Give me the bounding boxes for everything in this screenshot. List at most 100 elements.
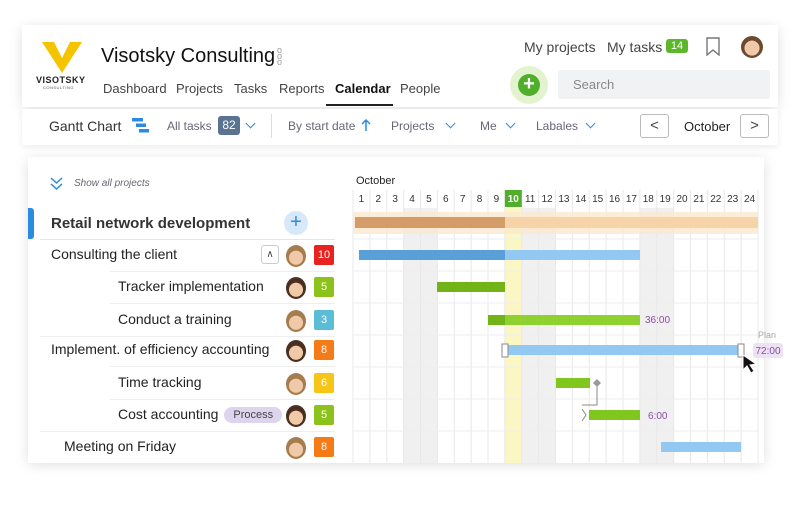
- assignee-avatar: [286, 373, 306, 395]
- my-tasks[interactable]: My tasks: [607, 39, 663, 55]
- logo-tagline: CONSULTING: [43, 85, 74, 90]
- nav-item[interactable]: Calendar: [335, 81, 391, 96]
- row-separator: [40, 239, 335, 240]
- filter-count: 82: [218, 116, 240, 135]
- day-label: 4: [409, 194, 415, 205]
- task-name: Meeting on Friday: [64, 438, 177, 454]
- assignee-avatar: [286, 405, 306, 427]
- task-name: Implement. of efficiency accounting: [51, 341, 270, 357]
- nav-item[interactable]: Projects: [176, 81, 223, 96]
- nav-underline: [326, 104, 393, 106]
- assignee-avatar: [286, 245, 306, 267]
- next-month[interactable]: >: [740, 114, 769, 138]
- toolbar: [22, 109, 778, 145]
- assignee-avatar: [286, 310, 306, 332]
- row-separator: [110, 303, 335, 304]
- project-bar-done: [355, 217, 505, 228]
- project-bar-rest: [505, 217, 758, 228]
- gantt-icon: [132, 118, 149, 133]
- duration-label: 72:00: [755, 346, 780, 357]
- show-all[interactable]: Show all projects: [74, 178, 150, 189]
- task-bar: [589, 410, 640, 420]
- day-label: 5: [426, 194, 432, 205]
- current-month: October: [684, 119, 731, 134]
- task-count: 3: [314, 310, 334, 330]
- task-bar: [488, 315, 505, 325]
- task-bar: [437, 282, 505, 292]
- projects-filter[interactable]: Projects: [391, 119, 435, 133]
- duration-label: 36:00: [645, 315, 670, 326]
- today-cell: [504, 190, 522, 207]
- day-label: 24: [744, 194, 756, 205]
- task-count: 8: [314, 340, 334, 360]
- day-label: 20: [677, 194, 689, 205]
- expand-icon[interactable]: [50, 177, 63, 191]
- task-count: 6: [314, 373, 334, 393]
- filter[interactable]: All tasks: [167, 119, 212, 133]
- task-bar: [556, 378, 590, 388]
- task-count: 8: [314, 437, 334, 457]
- task-bar: [661, 442, 741, 452]
- duration-label: 6:00: [648, 411, 668, 422]
- task-bar: [505, 315, 640, 325]
- row-separator: [40, 336, 335, 337]
- nav-item[interactable]: People: [400, 81, 441, 96]
- plan-label: Plan: [758, 330, 776, 340]
- nav-item[interactable]: Reports: [279, 81, 325, 96]
- day-label: 18: [643, 194, 655, 205]
- row-separator: [110, 271, 335, 272]
- search-box[interactable]: Search: [558, 70, 770, 99]
- nav-item[interactable]: Dashboard: [103, 81, 167, 96]
- prev-month[interactable]: <: [640, 114, 669, 138]
- view-title: Gantt Chart: [49, 118, 122, 134]
- row-separator: [40, 431, 335, 432]
- assignee-avatar: [286, 277, 306, 299]
- day-label: 11: [525, 194, 536, 205]
- divider: [271, 114, 272, 138]
- my-projects[interactable]: My projects: [524, 39, 596, 55]
- day-label: 10: [508, 194, 520, 205]
- tasks-count: 14: [666, 39, 688, 53]
- milestone: [593, 379, 601, 387]
- bar-handle: [501, 343, 509, 358]
- user-avatar[interactable]: [741, 36, 763, 58]
- task-bar: [505, 250, 640, 260]
- task-bar: [505, 345, 741, 355]
- logo-name: VISOTSKY: [36, 75, 86, 85]
- day-label: 1: [359, 194, 365, 205]
- bookmark-icon[interactable]: [706, 37, 720, 56]
- task-name: Time tracking: [118, 374, 202, 390]
- day-label: 22: [710, 194, 722, 205]
- labels-filter[interactable]: Labales: [536, 119, 579, 133]
- active-marker: [28, 208, 34, 239]
- assignee-filter[interactable]: Me: [480, 119, 497, 133]
- day-label: 2: [376, 194, 382, 205]
- sort[interactable]: By start date: [288, 119, 356, 133]
- nav-item[interactable]: Tasks: [234, 81, 268, 96]
- day-label: 9: [494, 194, 500, 205]
- task-count: 5: [314, 405, 334, 425]
- project-name: Retail network development: [51, 215, 251, 232]
- search-placeholder: Search: [573, 77, 615, 92]
- task-name: Cost accounting: [118, 406, 219, 422]
- title: Visotsky Consulting: [101, 45, 276, 67]
- day-label: 13: [558, 194, 570, 205]
- task-name: Tracker implementation: [118, 278, 264, 294]
- collapse-button[interactable]: ∧: [261, 245, 279, 264]
- day-label: 15: [592, 194, 604, 205]
- add-task[interactable]: +: [284, 211, 308, 235]
- sort-arrow[interactable]: [361, 118, 371, 132]
- day-label: 8: [477, 194, 483, 205]
- logo-mark: [42, 42, 82, 73]
- assignee-avatar: [286, 437, 306, 459]
- row-separator: [110, 366, 335, 367]
- day-label: 12: [542, 194, 554, 205]
- day-label: 21: [693, 194, 705, 205]
- task-tag: Process: [224, 407, 283, 423]
- bar-handle: [737, 343, 745, 358]
- day-label: 16: [609, 194, 621, 205]
- add-button[interactable]: +: [510, 66, 548, 104]
